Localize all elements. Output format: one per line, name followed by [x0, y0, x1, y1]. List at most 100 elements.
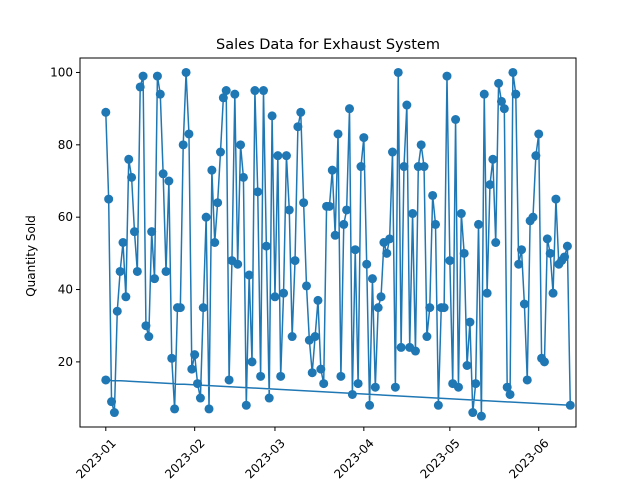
data-point — [193, 379, 203, 389]
data-point — [542, 234, 552, 244]
data-point — [336, 371, 346, 381]
data-point — [155, 89, 165, 99]
series-line — [105, 71, 572, 417]
data-point — [244, 270, 254, 280]
data-point — [184, 129, 194, 139]
data-point — [476, 411, 486, 421]
data-point — [233, 259, 243, 269]
data-point — [218, 93, 228, 103]
data-point — [528, 212, 538, 222]
data-point — [273, 151, 283, 161]
data-point — [428, 190, 438, 200]
data-point — [258, 86, 268, 96]
data-point — [270, 292, 280, 302]
data-point — [204, 404, 214, 414]
data-point — [187, 364, 197, 374]
data-point — [170, 404, 180, 414]
data-point — [502, 382, 512, 392]
data-point — [224, 375, 234, 385]
data-point — [560, 252, 570, 262]
data-point — [132, 266, 142, 276]
data-point — [474, 219, 484, 229]
data-point — [539, 357, 549, 367]
data-point — [416, 140, 426, 150]
data-point — [471, 379, 481, 389]
data-point — [433, 400, 443, 410]
data-point — [127, 172, 137, 182]
data-point — [287, 332, 297, 342]
data-point — [519, 299, 529, 309]
data-point — [247, 357, 257, 367]
data-point — [290, 256, 300, 266]
data-point — [118, 238, 128, 247]
data-point — [353, 379, 363, 389]
data-point — [178, 140, 188, 150]
data-point — [313, 295, 323, 305]
data-point — [385, 234, 395, 244]
data-point — [213, 198, 223, 208]
data-point — [333, 129, 343, 139]
data-point — [399, 162, 409, 172]
data-point — [365, 400, 375, 410]
data-point — [221, 86, 231, 96]
data-point — [347, 389, 357, 399]
data-point — [565, 400, 575, 410]
y-tick-label: 20 — [58, 355, 73, 369]
data-point — [190, 350, 200, 360]
data-point — [339, 219, 349, 229]
data-point — [382, 248, 392, 258]
data-point — [112, 306, 122, 316]
data-point — [215, 147, 225, 157]
y-tick-label: 100 — [50, 65, 73, 79]
data-point — [121, 292, 131, 302]
data-point — [410, 346, 420, 356]
data-point — [445, 256, 455, 266]
data-point — [107, 397, 117, 407]
data-point — [453, 382, 463, 392]
data-point — [496, 96, 506, 106]
data-point — [468, 408, 478, 418]
data-point — [534, 129, 544, 139]
data-point — [465, 317, 475, 327]
data-point — [161, 266, 171, 276]
data-point — [511, 89, 521, 99]
data-point — [279, 288, 289, 298]
data-point — [459, 248, 469, 258]
data-point — [370, 382, 380, 392]
data-point — [115, 266, 125, 276]
data-point — [253, 187, 263, 197]
data-point — [316, 364, 326, 374]
data-point — [431, 219, 441, 229]
data-point — [482, 288, 492, 298]
data-point — [393, 67, 403, 77]
data-point — [462, 361, 472, 370]
data-point — [101, 375, 111, 385]
data-point — [488, 154, 498, 164]
data-point — [261, 241, 271, 251]
data-point — [101, 107, 111, 117]
data-point — [388, 147, 398, 157]
data-point — [367, 274, 377, 284]
data-point — [207, 165, 217, 175]
data-point — [201, 212, 211, 222]
data-point — [359, 133, 369, 143]
data-point — [138, 71, 148, 81]
data-point — [425, 303, 435, 313]
data-point — [517, 245, 527, 255]
data-point — [307, 368, 317, 378]
data-point — [175, 303, 185, 313]
data-point — [276, 371, 286, 381]
data-point — [451, 115, 461, 124]
data-point — [342, 205, 352, 215]
data-point — [147, 227, 157, 237]
data-point — [330, 230, 340, 240]
plot-area — [101, 67, 575, 421]
data-point — [345, 104, 354, 114]
data-point — [135, 82, 145, 92]
data-point — [491, 238, 501, 247]
data-point — [551, 194, 561, 204]
y-tick-label: 60 — [58, 210, 73, 224]
data-point — [548, 288, 558, 298]
data-point — [439, 303, 449, 313]
